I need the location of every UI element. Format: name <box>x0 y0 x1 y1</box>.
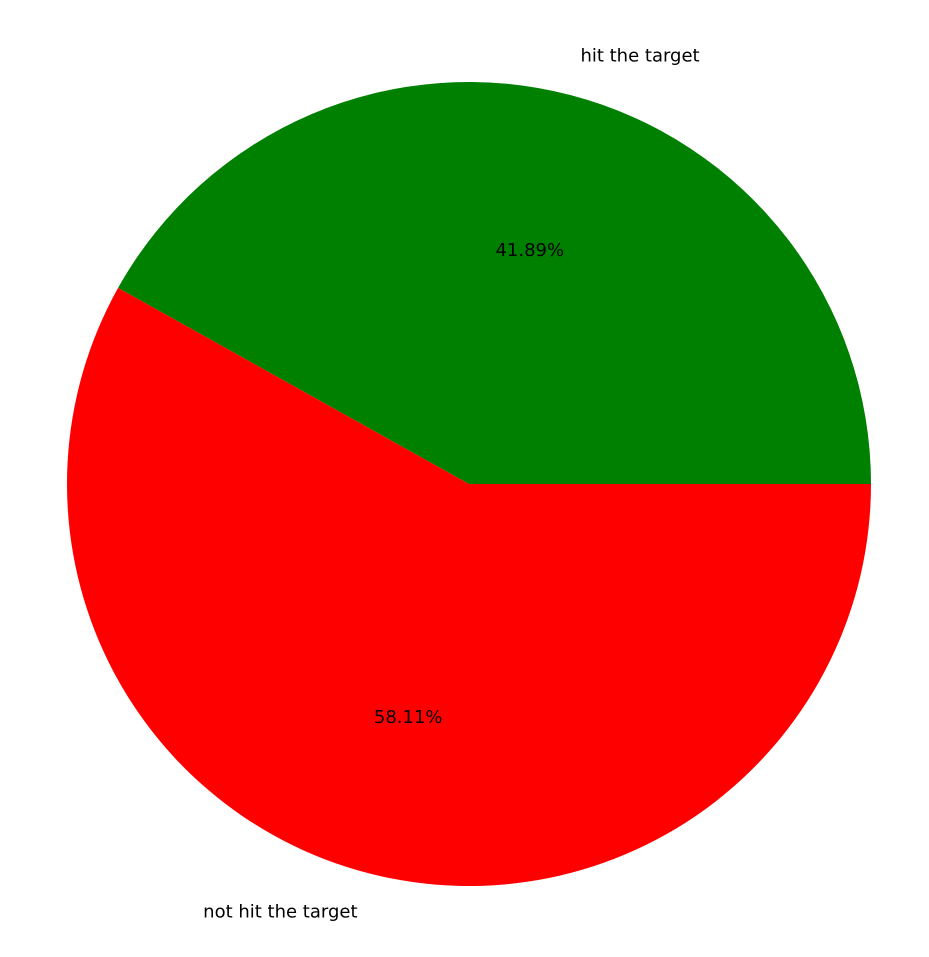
pie-labels: hit the target 41.89% not hit the target 58… <box>203 46 699 923</box>
slice-label-0: hit the target <box>580 46 699 67</box>
slice-label-1: not hit the target <box>203 901 357 922</box>
pie-slice-1 <box>66 287 871 887</box>
slice-percent-0: 41.89% <box>495 240 564 261</box>
pie-slice-0 <box>118 82 871 484</box>
pie-slices <box>66 82 871 887</box>
slice-percent-1: 58.11% <box>374 707 443 728</box>
